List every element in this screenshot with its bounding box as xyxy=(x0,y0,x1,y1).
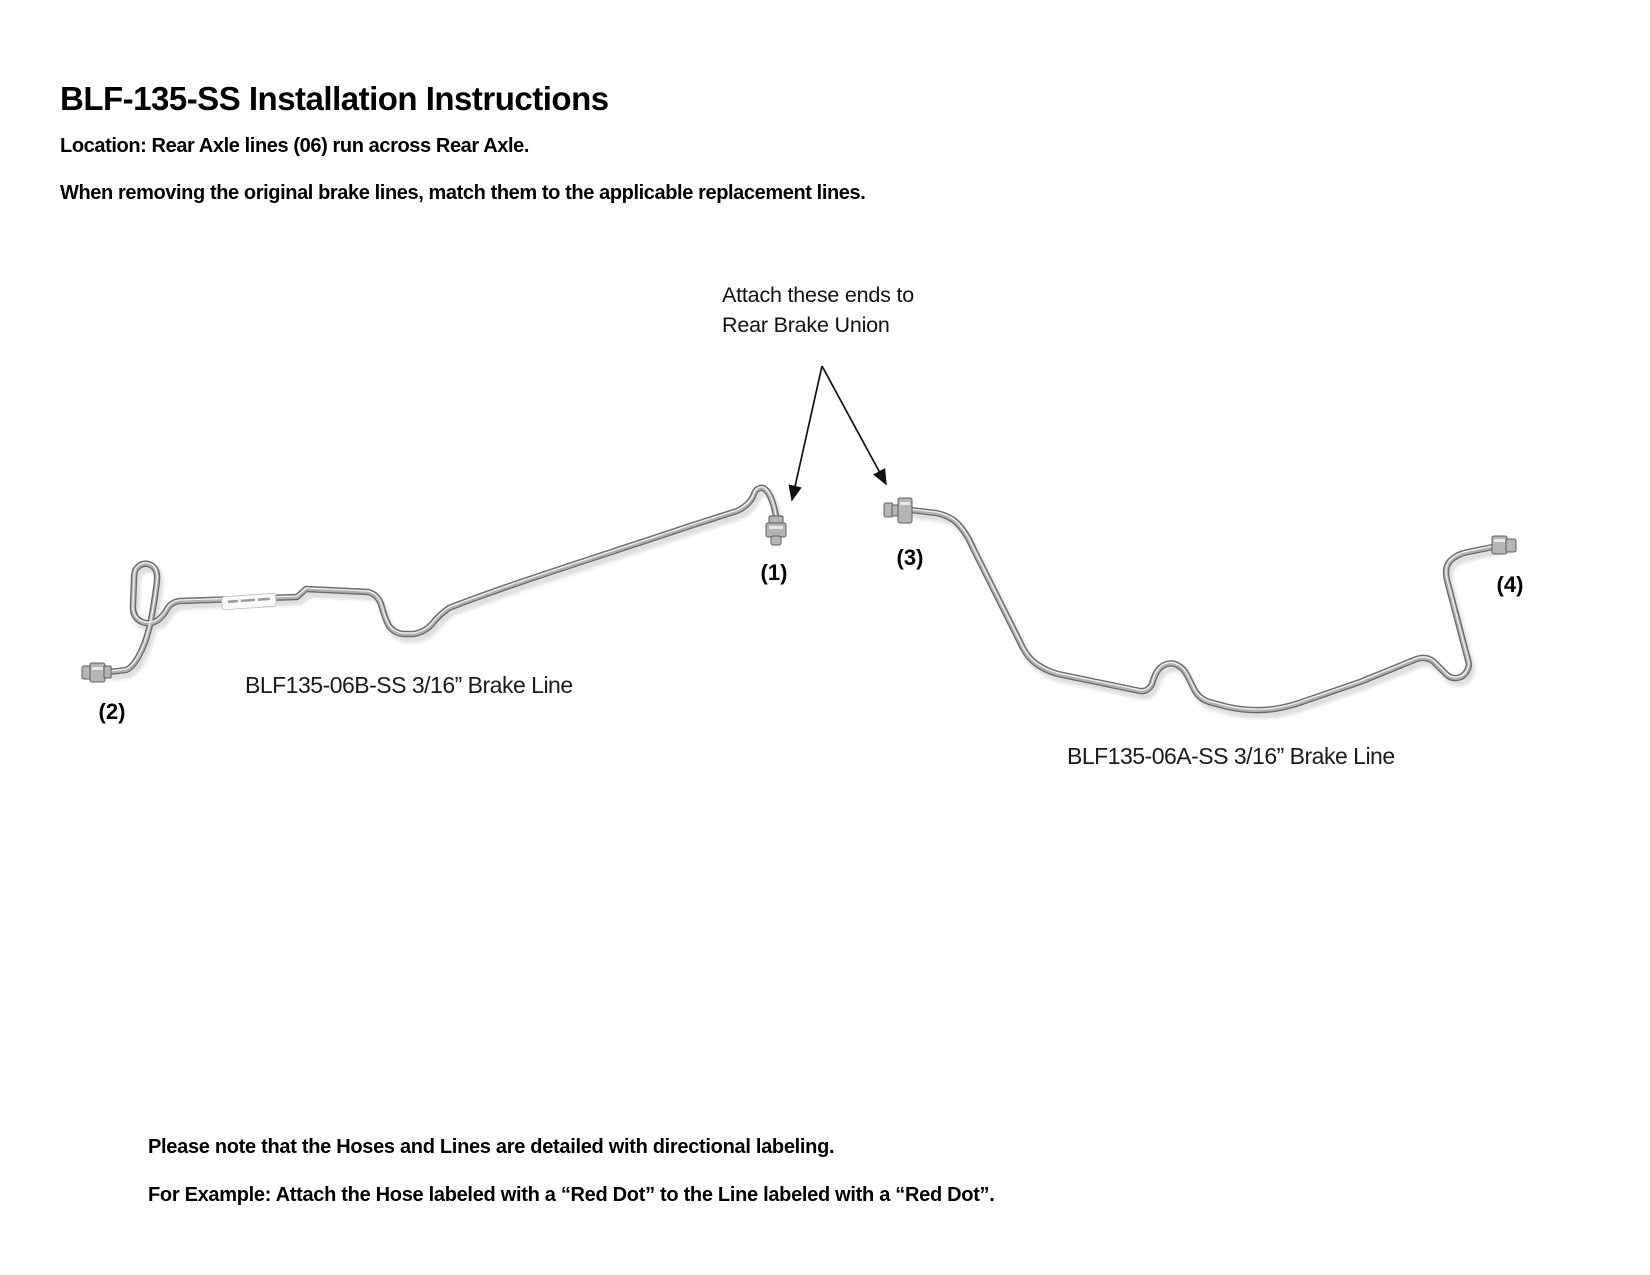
footer-note-1: Please note that the Hoses and Lines are… xyxy=(148,1136,835,1158)
fitting-end-3 xyxy=(883,497,913,524)
line-a-caption: BLF135-06A-SS 3/16” Brake Line xyxy=(1067,743,1395,769)
page-title: BLF-135-SS Installation Instructions xyxy=(60,80,609,117)
callout-text: Attach these ends to Rear Brake Union xyxy=(722,280,914,340)
line-a-shadow xyxy=(913,515,1496,715)
line-b-shadow xyxy=(112,493,779,677)
callout-arrow-to-end-1 xyxy=(788,365,823,502)
end-label-3: (3) xyxy=(896,545,924,570)
end-label-2: (2) xyxy=(98,699,126,724)
brake-line-b-tube xyxy=(109,487,776,672)
callout-arrow-to-end-3 xyxy=(821,365,887,486)
end-label-1: (1) xyxy=(760,560,788,585)
fitting-end-1 xyxy=(765,515,787,546)
line-b-caption: BLF135-06B-SS 3/16” Brake Line xyxy=(245,672,573,698)
fitting-end-2 xyxy=(81,662,112,683)
callout-text-line2: Rear Brake Union xyxy=(722,313,890,337)
end-label-4: (4) xyxy=(1496,572,1524,597)
line-b-sticker xyxy=(221,592,277,611)
instruction-line: When removing the original brake lines, … xyxy=(60,182,866,204)
fitting-end-4 xyxy=(1491,535,1517,555)
callout-text-line1: Attach these ends to xyxy=(722,283,915,307)
brake-line-a-tube xyxy=(910,509,1493,710)
location-line: Location: Rear Axle lines (06) run acros… xyxy=(60,135,530,157)
footer-note-2: For Example: Attach the Hose labeled wit… xyxy=(148,1184,995,1206)
